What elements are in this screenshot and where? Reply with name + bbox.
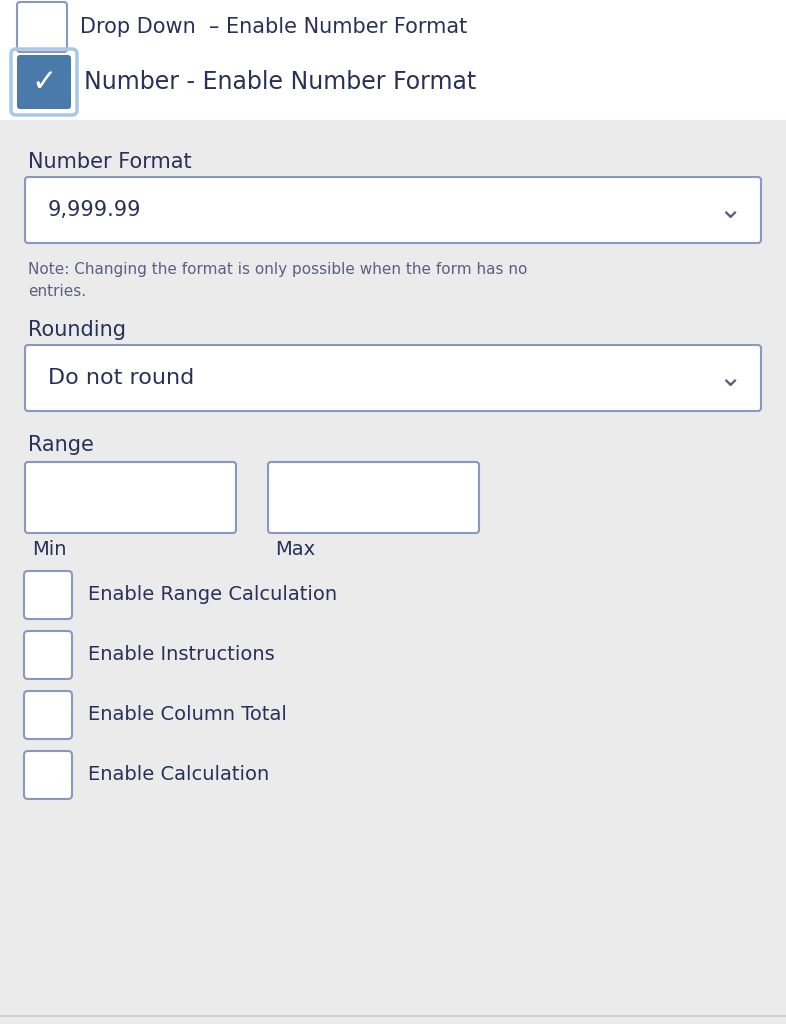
FancyBboxPatch shape (17, 2, 67, 52)
FancyBboxPatch shape (25, 177, 761, 243)
Bar (0, 120, 786, 1024)
Text: Range: Range (28, 435, 94, 455)
Text: 9,999.99: 9,999.99 (48, 200, 141, 220)
FancyBboxPatch shape (24, 751, 72, 799)
Text: ⌄: ⌄ (718, 364, 742, 392)
Text: Min: Min (32, 540, 67, 559)
Text: Number - Enable Number Format: Number - Enable Number Format (84, 70, 476, 94)
Text: Do not round: Do not round (48, 368, 194, 388)
Text: Enable Column Total: Enable Column Total (88, 706, 287, 725)
Text: ⌄: ⌄ (718, 196, 742, 224)
FancyBboxPatch shape (24, 691, 72, 739)
FancyBboxPatch shape (25, 462, 236, 534)
FancyBboxPatch shape (25, 345, 761, 411)
FancyBboxPatch shape (24, 571, 72, 618)
Text: Drop Down  – Enable Number Format: Drop Down – Enable Number Format (80, 17, 467, 37)
FancyBboxPatch shape (17, 55, 71, 109)
FancyBboxPatch shape (268, 462, 479, 534)
Text: Note: Changing the format is only possible when the form has no: Note: Changing the format is only possib… (28, 262, 527, 278)
FancyBboxPatch shape (24, 631, 72, 679)
Bar (0, 0, 786, 115)
Text: Enable Range Calculation: Enable Range Calculation (88, 586, 337, 604)
Text: Enable Calculation: Enable Calculation (88, 766, 270, 784)
Text: Max: Max (275, 540, 315, 559)
Text: entries.: entries. (28, 284, 86, 299)
Text: Rounding: Rounding (28, 319, 126, 340)
Text: Enable Instructions: Enable Instructions (88, 645, 275, 665)
Text: ✓: ✓ (31, 68, 57, 96)
Text: Number Format: Number Format (28, 152, 192, 172)
